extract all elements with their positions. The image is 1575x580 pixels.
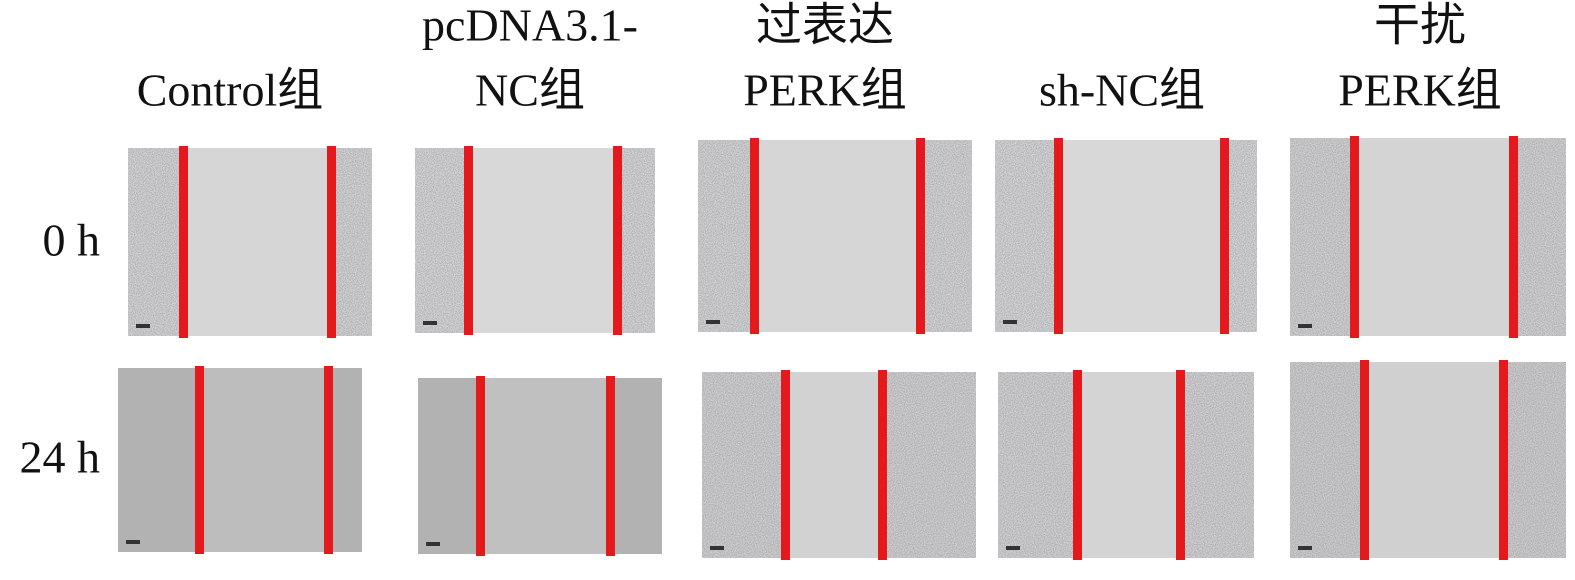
cell-region [418, 378, 480, 554]
micrograph [418, 376, 662, 556]
micrograph [698, 138, 972, 334]
scratch-area [480, 378, 610, 554]
cell-region [1513, 138, 1566, 336]
scale-bar [126, 540, 140, 544]
micrograph [118, 366, 362, 554]
scratch-area [468, 148, 617, 333]
scratch-area [754, 140, 920, 332]
micrograph [128, 146, 372, 338]
wound-edge-line [1360, 360, 1369, 560]
wound-edge-line [1350, 136, 1359, 338]
cell-region [1290, 138, 1354, 336]
cell-region [118, 368, 199, 552]
cell-region [995, 140, 1058, 332]
column-header: sh-NC组 [1039, 65, 1205, 116]
column-header: PERK组 [743, 65, 907, 116]
scale-bar [1298, 546, 1312, 550]
scratch-area [1058, 140, 1224, 332]
micrograph [1290, 360, 1566, 560]
scale-bar [710, 546, 724, 550]
scratch-area [1364, 362, 1503, 558]
cell-region [128, 148, 183, 336]
micrograph [1290, 136, 1566, 338]
scratch-area [199, 368, 328, 552]
cell-region [702, 372, 785, 558]
cell-region [1224, 140, 1257, 332]
scale-bar [1006, 546, 1020, 550]
column-header: 干扰 [1374, 0, 1466, 51]
scale-bar [1003, 320, 1017, 324]
column-header: pcDNA3.1- [422, 0, 638, 51]
wound-edge-line [1220, 138, 1229, 334]
wound-edge-line [1176, 370, 1185, 560]
scale-bar [426, 542, 440, 546]
scale-bar [706, 320, 720, 324]
micrograph [415, 146, 655, 335]
scratch-area [1077, 372, 1180, 558]
cell-region [328, 368, 362, 552]
wound-edge-line [916, 138, 925, 334]
column-header: PERK组 [1338, 65, 1502, 116]
wound-edge-line [327, 146, 336, 338]
scale-bar [1298, 324, 1312, 328]
cell-region [331, 148, 372, 336]
wound-edge-line [613, 146, 622, 335]
row-label: 0 h [43, 215, 101, 266]
scale-bar [136, 324, 150, 328]
column-header: 过表达 [756, 0, 894, 51]
cell-region [415, 148, 468, 333]
wound-edge-line [750, 138, 759, 334]
scratch-area [785, 372, 882, 558]
scratch-area [183, 148, 331, 336]
cell-region [920, 140, 972, 332]
wound-edge-line [179, 146, 188, 338]
cell-region [1290, 362, 1364, 558]
cell-region [998, 372, 1077, 558]
micrograph [995, 138, 1257, 334]
wound-edge-line [606, 376, 615, 556]
wound-edge-line [195, 366, 204, 554]
scale-bar [423, 321, 437, 325]
wound-edge-line [324, 366, 333, 554]
micrograph [702, 370, 976, 560]
wound-edge-line [476, 376, 485, 556]
row-label: 24 h [20, 432, 101, 483]
micrograph [998, 370, 1254, 560]
wound-edge-line [878, 370, 887, 560]
column-header: Control组 [137, 65, 324, 116]
wound-edge-line [464, 146, 473, 335]
wound-edge-line [1054, 138, 1063, 334]
cell-region [1180, 372, 1254, 558]
wound-edge-line [1509, 136, 1518, 338]
cell-region [610, 378, 662, 554]
cell-region [882, 372, 976, 558]
cell-region [698, 140, 754, 332]
wound-edge-line [781, 370, 790, 560]
cell-region [617, 148, 655, 333]
wound-edge-line [1499, 360, 1508, 560]
wound-edge-line [1073, 370, 1082, 560]
column-header: NC组 [475, 65, 585, 116]
cell-region [1503, 362, 1566, 558]
scratch-area [1354, 138, 1513, 336]
